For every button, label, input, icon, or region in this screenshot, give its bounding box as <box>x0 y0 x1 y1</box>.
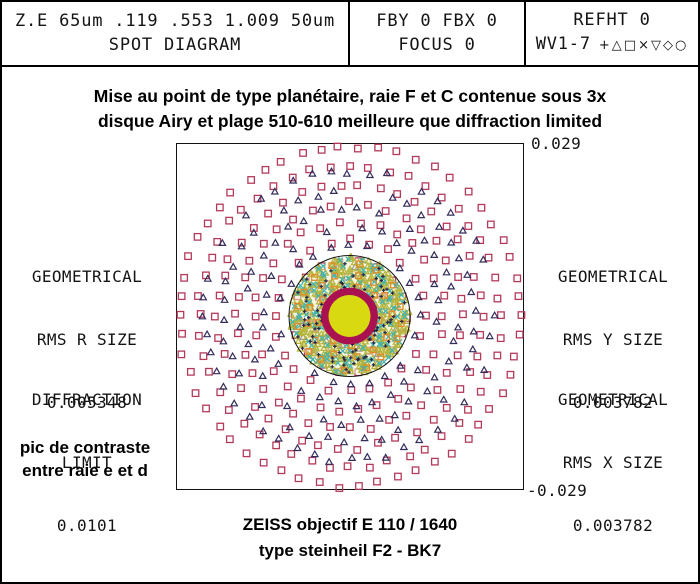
focus-text: FOCUS 0 <box>398 34 476 55</box>
plot-title: SPOT DIAGRAM <box>108 34 242 55</box>
lens-caption-line1: ZEISS objectif E 110 / 1640 <box>242 515 458 534</box>
header-bottom-rule <box>0 65 700 67</box>
contrast-note-line1: pic de contraste <box>19 438 151 457</box>
wavelength-symbols-icon: +△□×▽◇○ <box>598 37 689 53</box>
annotation-line-1: Mise au point de type planétaire, raie F… <box>93 86 607 106</box>
rms-y-label: GEOMETRICAL RMS Y SIZE 0.003782 <box>532 224 694 455</box>
rms-x-line1: GEOMETRICAL <box>557 390 669 409</box>
diffraction-line1: DIFFRACTION <box>31 390 143 409</box>
rms-x-line2: RMS X SIZE <box>562 453 664 472</box>
field-text: FBY 0 FBX 0 <box>376 10 498 31</box>
wavelength-legend: WV1-7 +△□×▽◇○ <box>536 32 689 58</box>
header-cell-ref: REFHT 0 WV1-7 +△□×▽◇○ <box>526 0 698 65</box>
scale-bottom-value: -0.029 <box>527 481 588 500</box>
lens-caption-line2: type steinheil F2 - BK7 <box>258 541 442 560</box>
header-cell-field: FBY 0 FBX 0 FOCUS 0 <box>350 0 524 65</box>
diffraction-value: 0.0101 <box>56 516 118 535</box>
rms-r-value: 0.005348 <box>46 393 128 412</box>
rms-r-line2: RMS R SIZE <box>36 330 138 349</box>
rms-r-label: GEOMETRICAL RMS R SIZE 0.005348 <box>6 224 168 455</box>
rms-y-line2: RMS Y SIZE <box>562 330 664 349</box>
wavelength-range-label: WV1-7 <box>535 33 591 54</box>
rms-y-value: 0.003782 <box>572 393 654 412</box>
header-cell-system: Z.E 65um .119 .553 1.009 50um SPOT DIAGR… <box>2 0 348 65</box>
rms-y-line1: GEOMETRICAL <box>557 267 669 286</box>
annotation-text: Mise au point de type planétaire, raie F… <box>0 84 700 134</box>
header-divider-1 <box>348 0 350 67</box>
refht-text: REFHT 0 <box>573 9 651 30</box>
diffraction-limit-label: DIFFRACTION LIMIT 0.0101 <box>6 347 168 578</box>
lens-caption: ZEISS objectif E 110 / 1640 type steinhe… <box>0 512 700 564</box>
system-config-text: Z.E 65um .119 .553 1.009 50um <box>14 10 335 31</box>
header-divider-2 <box>524 0 526 67</box>
annotation-line-2: disque Airy et plage 510-610 meilleure q… <box>97 111 603 131</box>
scale-top-value: 0.029 <box>531 134 582 153</box>
contrast-note: pic de contraste entre raie e et d <box>2 436 168 482</box>
diffraction-line2: LIMIT <box>61 453 113 472</box>
rms-x-value: 0.003782 <box>572 516 654 535</box>
rms-r-line1: GEOMETRICAL <box>31 267 143 286</box>
rms-x-label: GEOMETRICAL RMS X SIZE 0.003782 <box>532 347 694 578</box>
contrast-note-line2: entre raie e et d <box>22 461 148 480</box>
